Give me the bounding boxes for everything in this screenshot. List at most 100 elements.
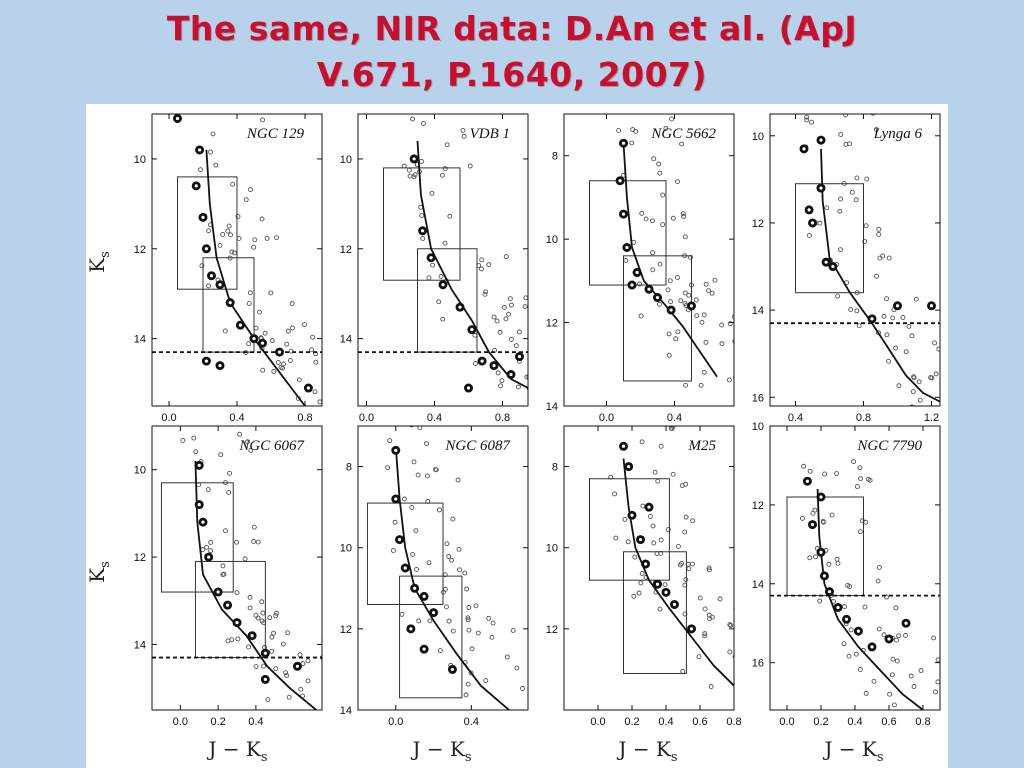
field-star-point	[208, 149, 213, 155]
field-star-point	[253, 325, 259, 331]
field-star-point	[917, 397, 923, 403]
member-star-center	[819, 138, 823, 142]
field-star-point	[317, 414, 321, 418]
member-star-center	[807, 208, 811, 212]
field-star-point	[650, 523, 656, 529]
field-star-point	[689, 561, 695, 567]
field-star-point	[554, 375, 558, 379]
selection-box	[623, 551, 687, 674]
field-star-point	[728, 623, 734, 628]
field-star-point	[662, 582, 668, 588]
field-star-point	[807, 555, 813, 561]
member-star-center	[295, 664, 300, 668]
field-star-point	[228, 232, 233, 238]
field-star-point	[806, 232, 812, 238]
member-star-center	[870, 317, 874, 321]
field-star-point	[417, 426, 423, 431]
member-star-center	[201, 520, 205, 524]
field-star-point	[269, 338, 275, 344]
field-star-point	[545, 375, 549, 379]
field-star-point	[887, 691, 893, 697]
member-star-center	[277, 350, 282, 354]
field-star-point	[847, 141, 853, 147]
field-star-point	[506, 311, 512, 317]
field-star-point	[847, 584, 853, 589]
member-star-center	[822, 574, 827, 578]
field-star-point	[260, 663, 266, 669]
field-star-point	[297, 652, 303, 658]
field-star-point	[834, 471, 840, 477]
field-star-point	[221, 571, 227, 577]
field-star-point	[450, 516, 456, 522]
field-star-point	[466, 627, 472, 633]
field-star-point	[483, 678, 489, 684]
member-star-center	[655, 295, 660, 300]
field-star-point	[932, 340, 938, 346]
field-star-point	[269, 634, 275, 640]
x-tick-label: 0.2	[813, 716, 828, 728]
member-star-center	[517, 354, 522, 359]
member-star-center	[198, 148, 202, 152]
field-star-point	[260, 117, 266, 123]
field-star-point	[273, 666, 279, 672]
field-star-point	[501, 305, 507, 310]
field-star-point	[287, 358, 293, 363]
field-star-point	[884, 594, 890, 600]
field-star-point	[346, 693, 350, 697]
field-star-point	[289, 301, 295, 307]
field-star-point	[410, 551, 416, 557]
field-star-point	[678, 298, 684, 304]
field-star-point	[916, 379, 922, 385]
panel-cluster-name: Lynga 6	[873, 126, 923, 142]
field-star-point	[667, 278, 673, 284]
field-star-point	[274, 610, 279, 616]
selection-box	[623, 255, 692, 382]
y-tick-label: 12	[752, 218, 764, 230]
field-star-point	[673, 336, 679, 342]
field-star-point	[638, 313, 644, 319]
x-tick-label: 0.8	[915, 716, 930, 728]
field-star-point	[296, 377, 302, 383]
field-star-point	[227, 470, 233, 476]
field-star-point	[630, 127, 636, 132]
field-star-point	[933, 371, 939, 377]
field-star-point	[325, 409, 329, 413]
field-star-point	[503, 254, 509, 260]
field-star-point	[744, 670, 748, 674]
field-star-point	[813, 554, 818, 560]
field-star-point	[903, 632, 908, 638]
selection-box	[366, 502, 444, 606]
field-star-point	[267, 615, 273, 621]
field-star-point	[706, 567, 712, 573]
field-star-point	[822, 471, 828, 477]
member-star-center	[810, 221, 815, 225]
field-star-point	[870, 114, 876, 116]
field-star-point	[643, 216, 649, 222]
field-star-point	[666, 331, 672, 337]
slide-title-line-1: The same, NIR data: D.An et al. (ApJ	[166, 9, 858, 48]
member-star-center	[204, 247, 208, 251]
member-star-center	[805, 479, 810, 483]
field-star-point	[612, 491, 618, 497]
field-star-point	[906, 323, 912, 329]
field-star-point	[504, 654, 510, 660]
field-star-point	[903, 349, 909, 355]
field-star-point	[234, 590, 240, 596]
field-star-point	[196, 482, 201, 488]
x-tick-label: 0.0	[590, 716, 605, 728]
member-star-center	[250, 634, 254, 638]
panel-frame	[563, 113, 735, 407]
field-star-point	[407, 173, 413, 179]
field-star-point	[337, 685, 341, 689]
field-star-point	[436, 507, 442, 513]
field-star-point	[444, 604, 449, 610]
field-star-point	[415, 472, 421, 478]
field-star-point	[701, 312, 707, 318]
field-star-point	[392, 519, 398, 525]
field-star-point	[893, 345, 899, 351]
field-star-point	[479, 266, 484, 272]
panel-cluster-name: VDB 1	[470, 126, 510, 142]
field-star-point	[675, 329, 681, 335]
field-star-point	[896, 633, 902, 639]
field-star-point	[468, 670, 474, 676]
